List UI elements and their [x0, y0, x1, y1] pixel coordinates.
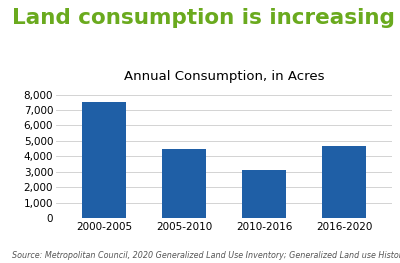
Title: Annual Consumption, in Acres: Annual Consumption, in Acres [124, 70, 324, 83]
Text: Land consumption is increasing: Land consumption is increasing [12, 8, 395, 28]
Bar [322, 146, 366, 218]
Bar [162, 149, 206, 218]
Text: Source: Metropolitan Council, 2020 Generalized Land Use Inventory; Generalized L: Source: Metropolitan Council, 2020 Gener… [12, 251, 400, 260]
Bar [82, 102, 126, 218]
Bar [242, 170, 286, 218]
